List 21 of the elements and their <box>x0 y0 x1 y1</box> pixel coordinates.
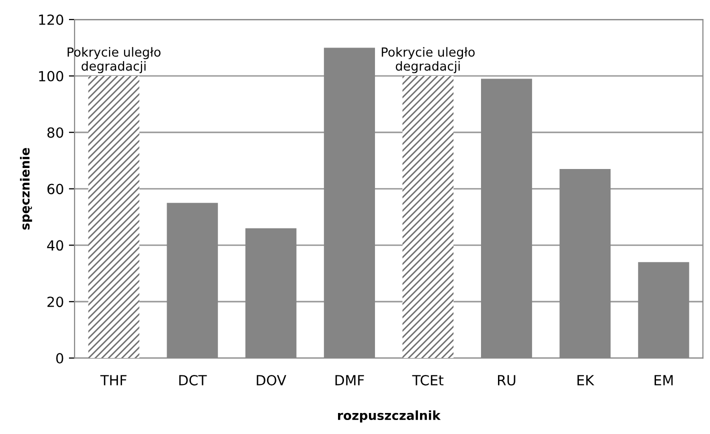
y-tick-label: 20 <box>47 296 64 308</box>
x-axis-title: rozpuszczalnik <box>338 410 441 422</box>
y-tick-label: 120 <box>39 14 64 26</box>
x-tick-label: EM <box>654 375 673 386</box>
x-tick-label: DOV <box>256 374 286 386</box>
y-tick-label: 40 <box>47 240 64 251</box>
y-tick-label: 100 <box>39 70 64 82</box>
x-tick-label: DMF <box>335 375 364 386</box>
x-tick-label: EK <box>578 375 594 386</box>
annotation: Pokrycie uległo degradacji <box>68 47 161 74</box>
y-tick-label: 80 <box>47 127 64 138</box>
y-tick-label: 60 <box>47 184 64 194</box>
x-tick-label: DCT <box>179 374 207 386</box>
bar <box>88 76 140 358</box>
y-axis-title: spęcznienie <box>20 148 32 230</box>
annotation: Pokrycie uległo degradacji <box>382 47 475 74</box>
x-tick-label: RU <box>498 375 516 386</box>
x-tick-label: TCEt <box>412 374 444 386</box>
x-tick-label: THF <box>100 375 126 386</box>
y-tick-label: 0 <box>56 353 64 364</box>
bar <box>402 76 454 358</box>
